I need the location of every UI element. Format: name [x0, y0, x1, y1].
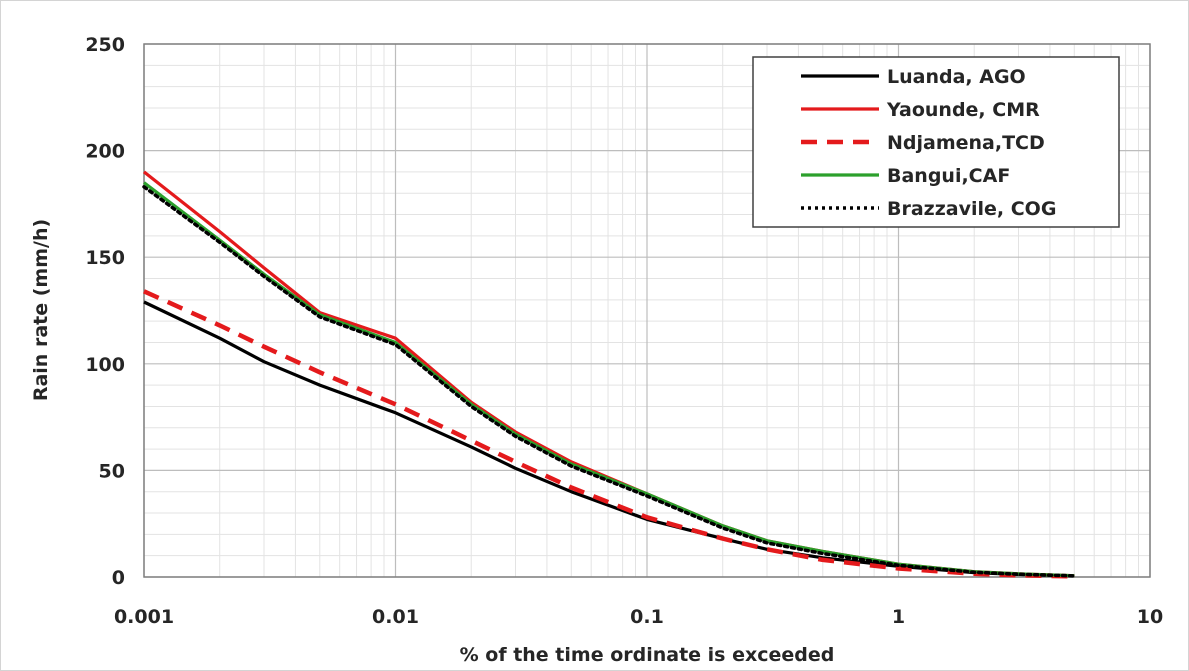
x-axis-ticks: 0.001 0.01 0.1 1 10 — [114, 606, 1163, 628]
y-axis-ticks: 0 50 100 150 200 250 — [85, 34, 125, 589]
legend-label-4: Brazzavile, COG — [887, 198, 1056, 220]
legend-label-3: Bangui,CAF — [887, 165, 1010, 187]
y-tick-label: 250 — [85, 34, 125, 56]
series-line-4 — [142, 185, 1077, 578]
y-axis-title: Rain rate (mm/h) — [30, 219, 52, 401]
plot-area-border — [143, 43, 1151, 578]
legend-label-0: Luanda, AGO — [887, 66, 1026, 88]
series-line-3 — [143, 181, 1075, 578]
legend-label-2: Ndjamena,TCD — [887, 132, 1045, 154]
y-tick-label: 150 — [85, 247, 125, 269]
x-tick-label: 0.001 — [114, 606, 174, 628]
series-line-2 — [143, 289, 1075, 579]
legend: Luanda, AGO Yaounde, CMR Ndjamena,TCD Bangu… — [752, 56, 1120, 228]
y-tick-label: 0 — [112, 567, 125, 589]
x-tick-label: 10 — [1137, 606, 1163, 628]
x-tick-label: 1 — [892, 606, 905, 628]
x-axis-title: % of the time ordinate is exceeded — [460, 644, 835, 666]
y-tick-label: 200 — [85, 141, 125, 163]
y-tick-label: 100 — [85, 354, 125, 376]
series-line-1 — [143, 170, 1075, 578]
legend-label-1: Yaounde, CMR — [886, 99, 1040, 121]
y-tick-label: 50 — [99, 460, 125, 482]
x-tick-label: 0.01 — [372, 606, 419, 628]
series-layer — [142, 170, 1077, 579]
x-tick-label: 0.1 — [630, 606, 664, 628]
